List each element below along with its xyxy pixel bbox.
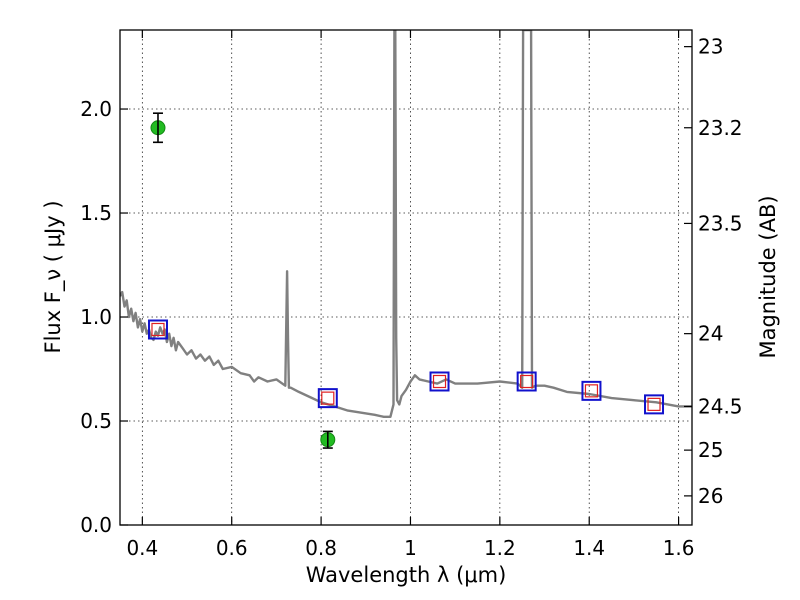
model-photometry-point xyxy=(581,380,602,401)
model-photometry-point xyxy=(429,371,450,392)
y-tick-label: 2.0 xyxy=(80,97,112,121)
x-tick-label: 0.6 xyxy=(216,536,248,560)
x-axis-label: Wavelength λ (μm) xyxy=(306,563,507,587)
model-photometry-marker xyxy=(644,394,665,415)
y2-tick-label: 23 xyxy=(698,35,723,59)
model-photometry-inner-marker xyxy=(584,384,599,398)
x-tick-label: 1.4 xyxy=(573,536,605,560)
y-tick-label: 0.0 xyxy=(80,513,112,537)
y2-tick-label: 24.5 xyxy=(698,394,743,418)
spectrum-layer xyxy=(120,30,692,418)
ticks-layer xyxy=(120,30,692,526)
model-photometry-marker xyxy=(429,371,450,392)
y-tick-label: 1.5 xyxy=(80,201,112,225)
y2-axis-label: Magnitude (AB) xyxy=(756,195,780,358)
y2-tick-label: 24 xyxy=(698,322,723,346)
y-tick-label: 0.5 xyxy=(80,409,112,433)
y2-tick-label: 26 xyxy=(698,484,723,508)
model-photometry-inner-marker xyxy=(321,391,335,405)
grid-layer xyxy=(120,30,692,526)
x-tick-label: 1 xyxy=(404,536,417,560)
y-axis-label: Flux F_ν ( μJy ) xyxy=(41,200,66,353)
model-photometry-point xyxy=(516,371,537,392)
model-photometry-marker xyxy=(317,388,338,409)
x-tick-label: 0.4 xyxy=(126,536,158,560)
model-photometry-inner-marker xyxy=(432,374,447,389)
model-photometry-inner-marker xyxy=(151,322,165,337)
model-photometry-inner-marker xyxy=(647,397,661,411)
observed-photometry-point xyxy=(150,112,166,144)
y2-tick-label: 23.2 xyxy=(698,116,743,140)
model-photometry-marker xyxy=(516,371,537,392)
tick-labels-layer: 0.4 0.6 0.8 1 1.2 1.4 1.6 0.0 0.5 1.0 1.5 2.0 23 23.2… xyxy=(80,35,742,560)
y-tick-label: 1.0 xyxy=(80,305,112,329)
model-photometry-marker xyxy=(581,380,602,401)
y2-tick-label: 23.5 xyxy=(698,211,743,235)
observed-photometry-point xyxy=(320,430,336,449)
x-tick-label: 1.6 xyxy=(663,536,695,560)
x-tick-label: 1.2 xyxy=(484,536,516,560)
model-spectrum-line xyxy=(120,30,692,418)
model-photometry-point xyxy=(644,394,665,415)
model-photometry-marker xyxy=(147,319,168,340)
points-layer xyxy=(147,112,665,449)
x-tick-label: 0.8 xyxy=(305,536,337,560)
model-photometry-point xyxy=(147,319,168,340)
model-photometry-point xyxy=(317,388,338,409)
model-photometry-inner-marker xyxy=(520,374,534,389)
plot-frame xyxy=(119,29,693,526)
y2-tick-label: 25 xyxy=(698,438,723,462)
